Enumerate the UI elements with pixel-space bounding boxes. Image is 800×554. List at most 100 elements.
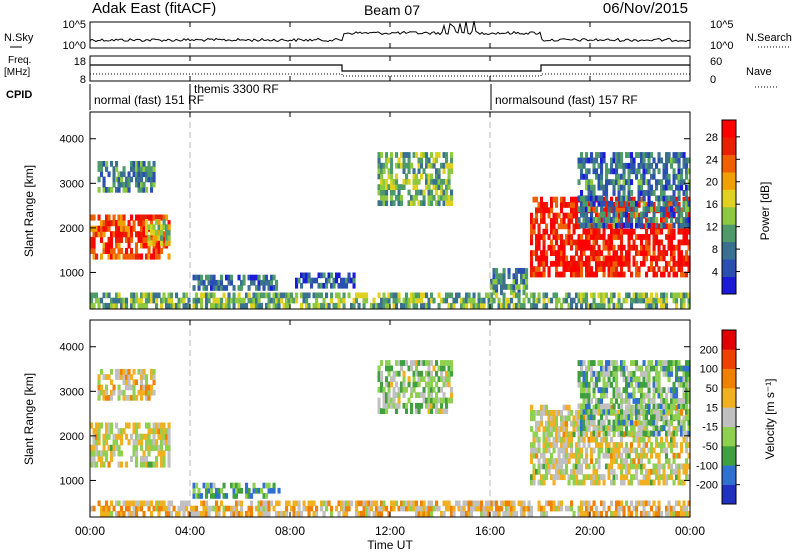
echo-cell: [575, 415, 579, 422]
echo-cell: [140, 384, 144, 391]
echo-cell: [537, 255, 541, 262]
echo-cell: [450, 370, 454, 377]
echo-cell: [262, 505, 266, 512]
echo-cell: [582, 173, 586, 180]
echo-cell: [387, 386, 391, 393]
echo-cell: [447, 292, 451, 299]
echo-cell: [205, 302, 209, 309]
echo-cell: [530, 212, 534, 219]
echo-cell: [630, 207, 634, 214]
echo-cell: [182, 500, 186, 507]
echo-cell: [417, 360, 421, 366]
echo-cell: [227, 297, 231, 304]
echo-cell: [652, 297, 656, 304]
echo-cell: [442, 510, 446, 517]
echo-cell: [387, 173, 391, 180]
echo-cell: [460, 510, 464, 517]
echo-cell: [450, 292, 454, 299]
echo-cell: [137, 171, 141, 178]
echo-cell: [197, 510, 201, 517]
echo-cell: [570, 202, 574, 208]
echo-cell: [540, 463, 544, 470]
echo-cell: [120, 374, 124, 380]
echo-cell: [567, 260, 571, 267]
echo-cell: [442, 200, 446, 206]
echo-cell: [670, 211, 674, 218]
echo-cell: [420, 370, 424, 377]
echo-cell: [677, 381, 681, 388]
echo-cell: [562, 404, 566, 411]
echo-cell: [610, 381, 614, 388]
echo-cell: [627, 376, 631, 383]
echo-cell: [670, 419, 674, 426]
echo-cell: [582, 211, 586, 218]
echo-cell: [577, 479, 581, 486]
echo-cell: [632, 447, 636, 454]
echo-cell: [665, 505, 669, 512]
echo-cell: [612, 260, 616, 267]
echo-cell: [630, 376, 634, 383]
echo-cell: [565, 415, 569, 422]
echo-cell: [435, 402, 439, 409]
echo-cell: [435, 370, 439, 377]
echo-cell: [450, 162, 454, 169]
echo-cell: [547, 297, 551, 304]
echo-cell: [450, 360, 454, 366]
echo-cell: [455, 297, 459, 304]
echo-cell: [557, 297, 561, 304]
echo-cell: [642, 510, 646, 517]
echo-cell: [102, 225, 106, 232]
echo-cell: [617, 255, 621, 262]
echo-cell: [135, 379, 139, 386]
echo-cell: [120, 389, 124, 396]
echo-cell: [205, 505, 209, 512]
echo-cell: [117, 510, 121, 517]
echo-cell: [637, 212, 641, 219]
echo-cell: [602, 408, 606, 415]
echo-cell: [635, 420, 639, 427]
echo-cell: [540, 196, 544, 203]
echo-cell: [632, 410, 636, 416]
echo-cell: [472, 505, 476, 512]
echo-cell: [527, 500, 531, 507]
echo-cell: [610, 463, 614, 470]
echo-cell: [235, 493, 239, 499]
echo-cell: [422, 302, 426, 309]
echo-cell: [390, 402, 394, 409]
echo-cell: [552, 244, 556, 251]
echo-cell: [95, 253, 99, 260]
echo-cell: [210, 482, 214, 489]
echo-cell: [380, 297, 384, 304]
echo-cell: [680, 425, 684, 431]
echo-cell: [662, 292, 666, 299]
echo-cell: [390, 200, 394, 206]
echo-cell: [547, 426, 551, 432]
echo-cell: [420, 162, 424, 169]
echo-cell: [662, 255, 666, 262]
echo-cell: [480, 510, 484, 517]
echo-cell: [97, 297, 101, 304]
echo-cell: [667, 510, 671, 517]
echo-cell: [107, 214, 111, 221]
echo-cell: [622, 222, 626, 229]
echo-cell: [132, 428, 136, 435]
echo-cell: [462, 510, 466, 517]
echo-cell: [407, 162, 411, 169]
echo-cell: [535, 297, 539, 304]
echo-cell: [515, 268, 519, 274]
echo-cell: [492, 297, 496, 304]
echo-cell: [672, 426, 676, 432]
echo-cell: [617, 463, 621, 470]
echo-cell: [392, 292, 396, 299]
echo-cell: [432, 184, 436, 190]
echo-cell: [587, 408, 591, 415]
echo-cell: [627, 468, 631, 475]
echo-cell: [582, 403, 586, 410]
echo-cell: [685, 360, 689, 366]
echo-cell: [382, 505, 386, 512]
echo-cell: [637, 292, 641, 299]
echo-cell: [150, 171, 154, 178]
echo-cell: [640, 403, 644, 410]
echo-cell: [502, 297, 506, 304]
echo-cell: [642, 442, 646, 448]
